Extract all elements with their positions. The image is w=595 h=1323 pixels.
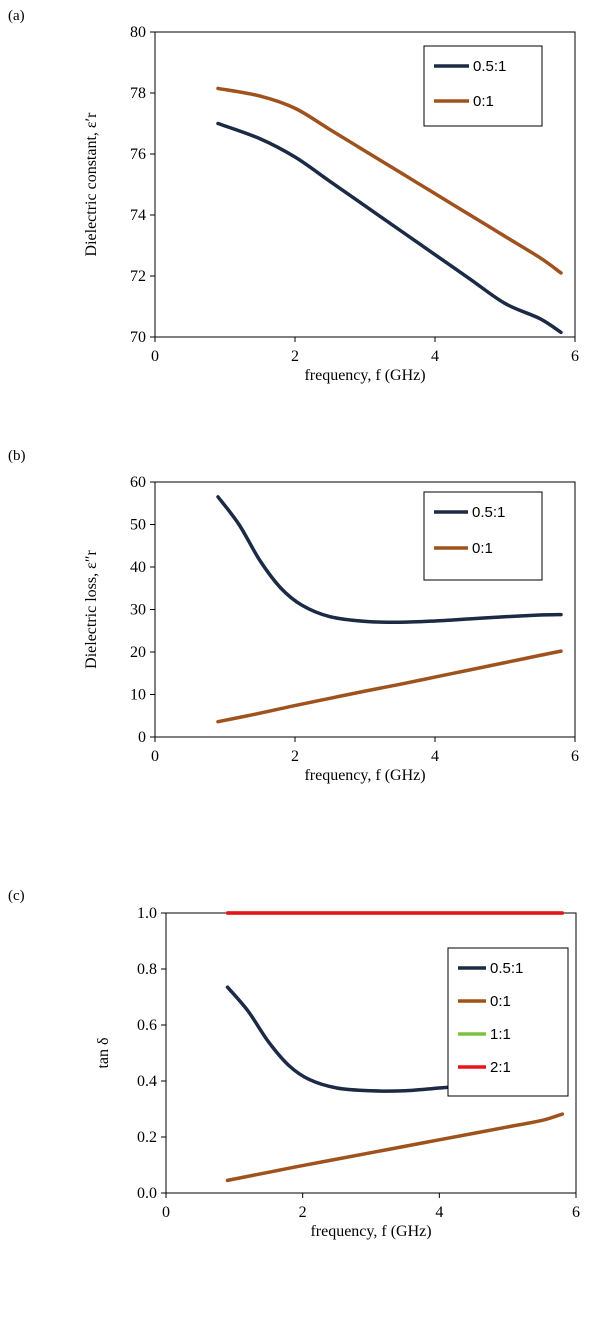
legend-box bbox=[423, 491, 543, 581]
y-tick-label: 10 bbox=[130, 687, 146, 704]
legend-label: 0:1 bbox=[472, 540, 493, 557]
series-line-0-1 bbox=[216, 86, 563, 275]
y-tick-label: 60 bbox=[130, 474, 146, 491]
x-tick-label: 6 bbox=[571, 348, 579, 365]
plot-area-frame bbox=[154, 31, 576, 338]
chart-panel-c: (c) 0.0 0.2 0.4 0.6 0.8 1.0 0 2 4 6 frequency, f (… bbox=[0, 880, 595, 1323]
y-tick-label: 80 bbox=[130, 24, 146, 41]
y-tick-label: 0.6 bbox=[137, 1017, 157, 1034]
legend-label: 0.5:1 bbox=[473, 58, 506, 75]
x-tick-label: 0 bbox=[162, 1204, 170, 1221]
legend-label: 0.5:1 bbox=[490, 960, 523, 977]
y-tick-label: 70 bbox=[130, 329, 146, 346]
series-line-0-5-1 bbox=[216, 495, 563, 625]
legend-label: 0:1 bbox=[473, 93, 494, 110]
series-line-0-1 bbox=[216, 649, 563, 724]
chart-a-svg: 70 72 74 76 78 80 0 2 4 6 frequency, f (GHz) Dielec… bbox=[83, 24, 579, 384]
x-tick-label: 2 bbox=[299, 1204, 307, 1221]
y-tick-label: 76 bbox=[130, 146, 146, 163]
legend: 0.5:1 0:1 1:1 2:1 bbox=[447, 947, 569, 1097]
x-tick-label: 2 bbox=[291, 348, 299, 365]
panel-label-a: (a) bbox=[8, 8, 25, 24]
x-tick-label: 0 bbox=[151, 748, 159, 765]
x-axis-label: frequency, f (GHz) bbox=[304, 767, 425, 784]
series-line-0-5-1 bbox=[216, 121, 563, 335]
x-tick-label: 0 bbox=[151, 348, 159, 365]
y-tick-label: 40 bbox=[130, 559, 146, 576]
y-axis-label: Dielectric constant, ε′r bbox=[83, 112, 100, 257]
y-tick-label: 20 bbox=[130, 644, 146, 661]
legend: 0.5:1 0:1 bbox=[423, 45, 543, 127]
chart-b-svg: 0 10 20 30 40 50 60 0 2 4 6 frequency, f (GHz) Diele… bbox=[83, 474, 579, 784]
y-tick-label: 30 bbox=[130, 602, 146, 619]
y-tick-label: 0.2 bbox=[137, 1129, 157, 1146]
x-axis-label: frequency, f (GHz) bbox=[310, 1223, 431, 1240]
legend-label: 2:1 bbox=[490, 1059, 511, 1076]
y-tick-label: 0 bbox=[138, 729, 146, 746]
x-axis-label: frequency, f (GHz) bbox=[304, 367, 425, 384]
legend-box bbox=[423, 45, 543, 127]
y-tick-label: 0.0 bbox=[137, 1185, 157, 1202]
y-tick-label: 0.4 bbox=[137, 1073, 157, 1090]
y-tick-label: 78 bbox=[130, 85, 146, 102]
x-tick-label: 2 bbox=[291, 748, 299, 765]
chart-panel-b: (b) 0 10 20 30 40 50 60 0 2 4 6 frequency, f (GHz) D… bbox=[0, 440, 595, 840]
y-axis-label: tan δ bbox=[95, 1037, 112, 1068]
x-tick-label: 6 bbox=[572, 1204, 580, 1221]
y-tick-label: 1.0 bbox=[137, 905, 157, 922]
series-line-0-1 bbox=[225, 1112, 565, 1183]
legend-label: 0.5:1 bbox=[472, 504, 505, 521]
y-axis-label: Dielectric loss, ε″r bbox=[83, 549, 100, 668]
y-tick-label: 74 bbox=[130, 207, 146, 224]
x-tick-label: 4 bbox=[435, 1204, 443, 1221]
panel-label-c: (c) bbox=[8, 888, 25, 904]
y-tick-label: 50 bbox=[130, 517, 146, 534]
legend-label: 0:1 bbox=[490, 993, 511, 1010]
x-tick-label: 6 bbox=[571, 748, 579, 765]
x-tick-label: 4 bbox=[431, 348, 439, 365]
y-tick-label: 0.8 bbox=[137, 961, 157, 978]
chart-c-svg: 0.0 0.2 0.4 0.6 0.8 1.0 0 2 4 6 frequency, f (GHz)… bbox=[95, 905, 580, 1240]
legend: 0.5:1 0:1 bbox=[423, 491, 543, 581]
y-tick-label: 72 bbox=[130, 268, 146, 285]
x-tick-label: 4 bbox=[431, 748, 439, 765]
panel-label-b: (b) bbox=[8, 448, 26, 464]
legend-box bbox=[447, 947, 569, 1097]
legend-label: 1:1 bbox=[490, 1026, 511, 1043]
chart-panel-a: (a) 70 72 74 76 78 80 0 2 4 6 frequency, f (GHz) Di… bbox=[0, 0, 595, 420]
